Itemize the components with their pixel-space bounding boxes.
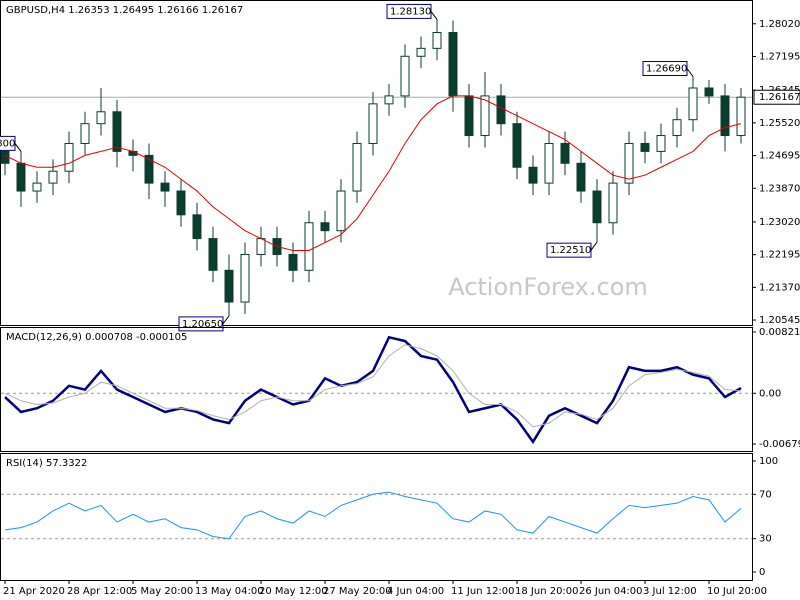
moving-average	[4, 95, 742, 251]
panel-frame	[0, 453, 753, 581]
candle-body	[240, 253, 250, 303]
candle-body	[64, 142, 74, 172]
y-tick-label: 1.25520	[759, 118, 800, 129]
y-tick-label: 1.27195	[759, 51, 800, 62]
candle-body	[224, 269, 234, 303]
candle-body	[352, 142, 362, 192]
candle-body	[16, 162, 26, 192]
x-tick-label: 13 May 04:00	[195, 586, 264, 597]
x-tick-label: 21 Apr 2020	[3, 586, 65, 597]
candle-body	[320, 222, 330, 232]
candle-body	[432, 32, 442, 49]
candle-body	[688, 87, 698, 121]
candle-body	[288, 253, 298, 271]
candle-body	[672, 119, 682, 137]
candle-body	[448, 32, 458, 97]
annotation-label: 1.22510	[550, 245, 591, 256]
annotation-leader	[590, 241, 598, 251]
watermark: ActionForex.com	[448, 273, 648, 301]
indicator-line	[4, 335, 742, 445]
y-tick-label: 1.23020	[759, 217, 800, 228]
candle-body	[704, 87, 714, 97]
candle-body	[176, 190, 186, 216]
candle-body	[256, 238, 266, 255]
panel-frame	[0, 327, 753, 452]
panel-title: RSI(14) 57.3322	[6, 458, 87, 469]
y-tick-label: 70	[759, 489, 772, 500]
candle-body	[640, 142, 650, 152]
candle-body	[512, 123, 522, 168]
candle-body	[160, 182, 170, 192]
x-tick-label: 5 May 20:00	[131, 586, 193, 597]
annotation-leader	[14, 143, 22, 152]
candle-body	[544, 142, 554, 184]
candle-body	[560, 142, 570, 164]
candle-body	[192, 214, 202, 240]
candle-body	[400, 55, 410, 97]
candle-body	[592, 190, 602, 224]
candle-body	[624, 142, 634, 184]
candle-body	[384, 95, 394, 105]
x-tick-label: 18 Jun 20:00	[515, 586, 579, 597]
candle-body	[416, 47, 426, 57]
y-tick-label: 1.22195	[759, 250, 800, 261]
x-tick-label: 26 Jun 04:00	[579, 586, 643, 597]
candle-body	[144, 154, 154, 184]
annotation-leader	[222, 315, 230, 325]
candle-body	[304, 222, 314, 271]
candle-body	[480, 95, 490, 137]
candle-body	[96, 111, 106, 125]
candle-body	[48, 170, 58, 184]
annotation-label: 1.24800	[0, 138, 15, 149]
candle-body	[208, 238, 218, 271]
candle-body	[656, 135, 666, 152]
candle-body	[528, 166, 538, 184]
candle-body	[0, 150, 10, 164]
x-tick-label: 20 May 12:00	[259, 586, 328, 597]
annotation-label: 1.28130	[390, 6, 431, 17]
candle-body	[720, 95, 730, 137]
last-price-label: 1.26167	[759, 92, 800, 103]
x-tick-label: 27 May 20:00	[323, 586, 392, 597]
y-tick-label: 1.20545	[759, 315, 800, 326]
candle-body	[608, 182, 618, 224]
candle-body	[80, 123, 90, 144]
y-tick-label: -0.006796	[759, 439, 800, 450]
candle-body	[736, 96, 746, 137]
x-tick-label: 10 Jul 20:00	[707, 586, 767, 597]
candle-body	[128, 150, 138, 156]
candle-body	[496, 95, 506, 125]
candle-body	[336, 190, 346, 232]
x-tick-label: 11 Jun 12:00	[451, 586, 515, 597]
y-tick-label: 0.00	[759, 388, 781, 399]
panel-title: MACD(12,26,9) 0.000708 -0.000105	[6, 332, 187, 343]
y-tick-label: 0.008213	[759, 327, 800, 338]
y-tick-label: 30	[759, 534, 772, 545]
y-tick-label: 0	[759, 567, 765, 578]
last-price-box	[753, 89, 800, 105]
y-tick-label: 1.23870	[759, 183, 800, 194]
candle-body	[576, 162, 586, 192]
x-tick-label: 3 Jul 12:00	[643, 586, 697, 597]
candle-body	[368, 103, 378, 144]
x-tick-label: 28 Apr 12:00	[67, 586, 132, 597]
y-tick-label: 1.28020	[759, 19, 800, 30]
annotation-leader	[430, 11, 438, 20]
panel-title: GBPUSD,H4 1.26353 1.26495 1.26166 1.2616…	[6, 5, 243, 16]
y-tick-label: 100	[759, 456, 778, 467]
candle-body	[464, 95, 474, 137]
y-tick-label: 1.21370	[759, 282, 800, 293]
candle-body	[32, 182, 42, 192]
candle-body	[112, 111, 122, 152]
y-tick-label: 1.24695	[759, 151, 800, 162]
annotation-label: 1.26690	[646, 63, 687, 74]
x-tick-label: 4 Jun 04:00	[387, 586, 444, 597]
indicator-line	[4, 344, 742, 428]
annotation-leader	[686, 68, 694, 77]
indicator-line	[4, 491, 742, 540]
annotation-label: 1.20650	[182, 319, 223, 330]
